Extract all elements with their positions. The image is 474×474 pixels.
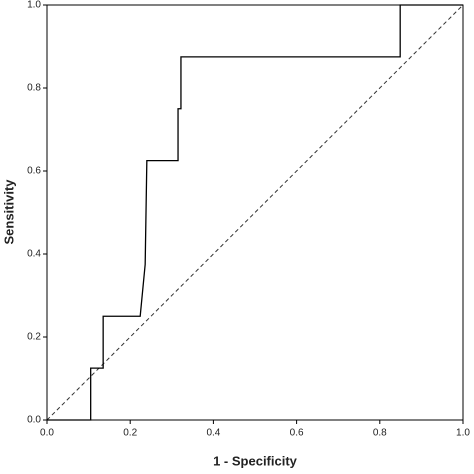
y-axis-title: Sensitivity <box>1 179 16 245</box>
y-tick-label: 0.6 <box>27 166 41 177</box>
x-tick-label: 0.0 <box>40 428 54 439</box>
y-tick-label: 1.0 <box>27 0 41 11</box>
x-tick-label: 1.0 <box>456 428 470 439</box>
x-tick-label: 0.4 <box>206 428 220 439</box>
x-tick-label: 0.8 <box>373 428 387 439</box>
x-tick-label: 0.6 <box>290 428 304 439</box>
roc-curve <box>47 4 463 421</box>
y-tick-label: 0.0 <box>27 415 41 426</box>
y-tick-label: 0.2 <box>27 332 41 343</box>
x-axis-title: 1 - Specificity <box>213 453 298 468</box>
y-tick-label: 0.8 <box>27 83 41 94</box>
reference-line <box>46 4 464 421</box>
plot-frame <box>46 4 464 421</box>
x-tick-label: 0.2 <box>123 428 137 439</box>
y-tick-label: 0.4 <box>27 249 41 260</box>
